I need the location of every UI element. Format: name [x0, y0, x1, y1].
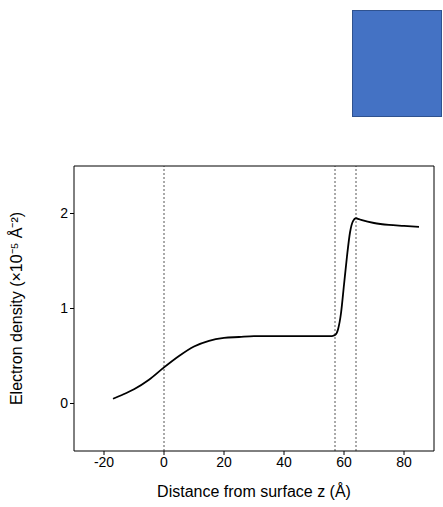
svg-text:Electron density (×10⁻⁵ Å⁻²): Electron density (×10⁻⁵ Å⁻²) [7, 212, 25, 405]
svg-text:2: 2 [60, 205, 68, 221]
svg-text:-20: -20 [94, 454, 114, 470]
svg-text:Distance from surface z (Å): Distance from surface z (Å) [157, 482, 351, 500]
svg-text:1: 1 [60, 300, 68, 316]
svg-text:0: 0 [160, 454, 168, 470]
svg-text:20: 20 [216, 454, 232, 470]
svg-text:80: 80 [396, 454, 412, 470]
svg-text:60: 60 [336, 454, 352, 470]
svg-text:40: 40 [276, 454, 292, 470]
svg-text:0: 0 [60, 395, 68, 411]
